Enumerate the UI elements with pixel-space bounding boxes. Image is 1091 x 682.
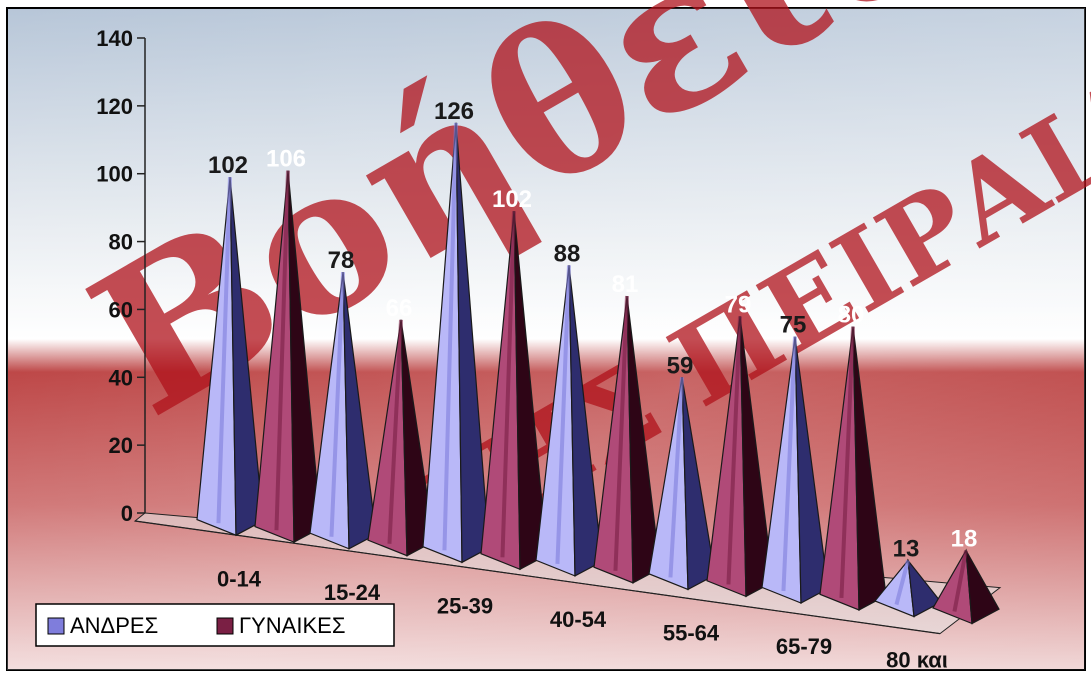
- x-category-label-0: 0-14: [217, 566, 262, 591]
- x-category-label-5: 65-79: [776, 634, 832, 659]
- data-label-male-5: 75: [780, 312, 807, 339]
- y-tick-label: 140: [96, 26, 133, 51]
- legend-label-female: ΓΥΝΑΙΚΕΣ: [239, 613, 345, 638]
- x-category-label-3: 40-54: [550, 607, 607, 632]
- legend: ΑΝΔΡΕΣ ΓΥΝΑΙΚΕΣ: [36, 604, 394, 646]
- x-category-label-2: 25-39: [437, 593, 493, 618]
- data-label-female-3: 81: [612, 271, 639, 298]
- data-label-male-3: 88: [554, 240, 581, 267]
- y-tick-label: 120: [96, 94, 133, 119]
- y-tick-label: 80: [109, 230, 133, 255]
- data-label-female-1: 66: [386, 295, 413, 322]
- y-tick-label: 20: [109, 433, 133, 458]
- data-label-male-0: 102: [208, 152, 248, 179]
- data-label-male-4: 59: [667, 352, 694, 379]
- x-category-label-4: 55-64: [663, 621, 720, 646]
- data-label-female-5: 80: [838, 302, 865, 329]
- data-label-male-2: 126: [434, 98, 474, 125]
- data-label-male-1: 78: [328, 247, 355, 274]
- x-category-label-6: 80 καιάνω: [886, 648, 948, 677]
- data-label-female-6: 18: [951, 525, 978, 552]
- legend-swatch-female: [217, 618, 233, 634]
- y-tick-label: 40: [109, 365, 133, 390]
- data-label-female-0: 106: [266, 146, 306, 173]
- data-label-female-4: 79: [725, 291, 752, 318]
- data-label-female-2: 102: [492, 186, 532, 213]
- data-label-male-6: 13: [893, 535, 920, 562]
- legend-label-male: ΑΝΔΡΕΣ: [70, 613, 158, 638]
- legend-swatch-male: [48, 618, 64, 634]
- x-category-label-1: 15-24: [324, 580, 381, 605]
- y-tick-label: 60: [109, 297, 133, 322]
- y-tick-label: 0: [121, 501, 133, 526]
- y-tick-label: 100: [96, 162, 133, 187]
